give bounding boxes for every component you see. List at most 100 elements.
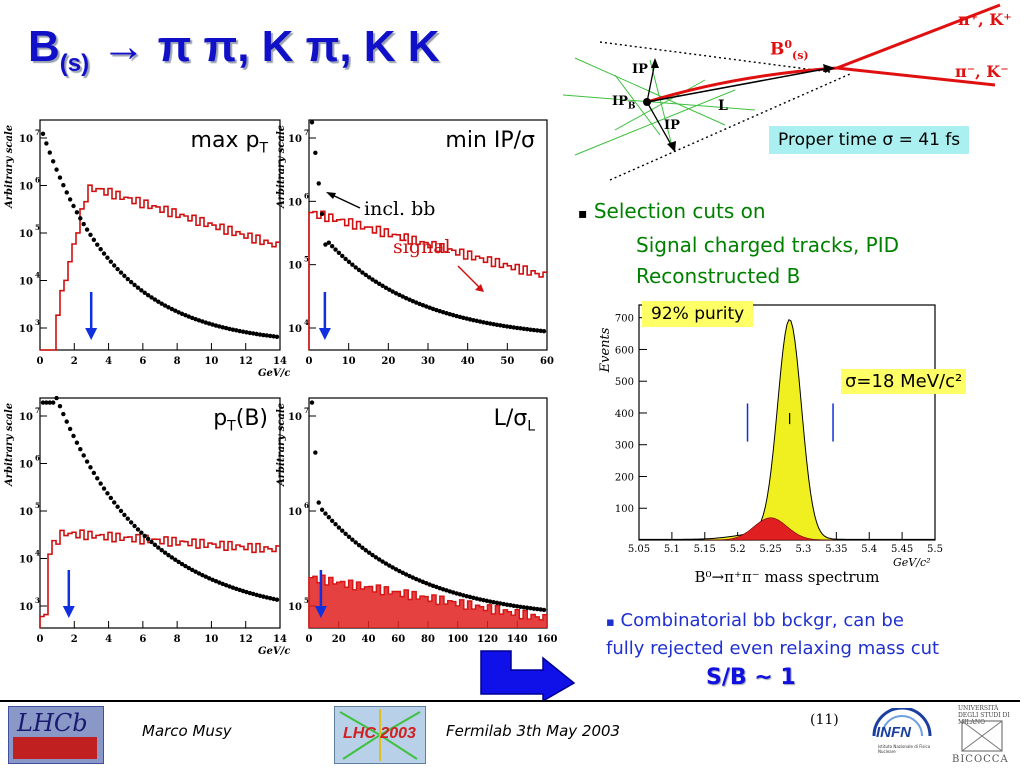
- bg-point: [244, 330, 249, 335]
- bg-point: [47, 400, 52, 405]
- bg-point: [518, 604, 523, 609]
- bg-point: [387, 563, 392, 568]
- bg-point: [88, 465, 93, 470]
- bg-point: [461, 315, 466, 320]
- bg-point: [451, 590, 456, 595]
- signal-fill: [309, 575, 547, 628]
- cut-arrowhead: [314, 606, 327, 618]
- y-tick-exp: 5: [304, 255, 309, 264]
- bg-point: [54, 167, 59, 172]
- y-tick-exp: 5: [35, 501, 40, 510]
- bg-point: [234, 586, 239, 592]
- bg-point: [380, 559, 385, 564]
- bg-point: [230, 327, 236, 332]
- x-tick-label: 0: [306, 634, 313, 645]
- signal-histogram: [40, 184, 280, 351]
- mass-x-label: B⁰→π⁺π⁻ mass spectrum: [695, 568, 880, 585]
- bg-point: [360, 270, 365, 275]
- bg-point: [81, 221, 86, 227]
- bg-point: [217, 324, 222, 329]
- mass-background: [704, 517, 837, 541]
- bg-point: [74, 440, 80, 445]
- bg-point: [481, 320, 486, 325]
- mass-y-tick-label: 500: [615, 377, 634, 388]
- bg-point: [427, 582, 432, 587]
- bg-point: [101, 486, 107, 491]
- bg-point: [227, 326, 232, 332]
- bg-point: [514, 325, 520, 331]
- bg-point: [535, 606, 540, 612]
- bg-point: [152, 297, 158, 302]
- y-axis-title: Arbitrary scale: [276, 402, 287, 486]
- bg-point: [377, 557, 382, 562]
- bg-point: [159, 301, 164, 306]
- bg-point: [400, 294, 405, 299]
- bg-point: [440, 309, 446, 315]
- bg-point: [514, 604, 520, 609]
- mass-x-tick-label: 5.35: [825, 544, 847, 555]
- bg-point: [340, 528, 345, 533]
- incl-bb-annotation: incl. bb: [364, 198, 436, 220]
- y-axis-title: Arbitrary scale: [4, 402, 15, 486]
- mass-y-tick-label: 600: [615, 345, 634, 356]
- bg-point: [257, 332, 263, 337]
- x-axis-label: GeV/c: [258, 646, 290, 657]
- bg-point: [457, 314, 463, 320]
- bg-point: [319, 507, 325, 512]
- bg-point: [162, 550, 168, 555]
- bg-point: [370, 552, 375, 558]
- bg-point: [531, 327, 537, 333]
- y-tick-exp: 3: [35, 318, 40, 327]
- bg-point: [464, 316, 469, 321]
- bg-point: [420, 303, 426, 308]
- y-tick-exp: 6: [35, 454, 40, 463]
- bg-point: [254, 592, 259, 598]
- y-tick-label: 10: [288, 507, 302, 518]
- bg-point: [132, 282, 137, 288]
- bg-point: [316, 181, 321, 186]
- bg-point: [501, 323, 506, 329]
- bg-point: [531, 606, 537, 611]
- x-tick-label: 140: [507, 634, 528, 645]
- signal-histogram: [308, 210, 547, 350]
- plot-min-ip: 0 10 20 30 40 50 60 10 7 10 6 10 5 10 4 min IP/σ Arbitra…: [272, 100, 557, 380]
- mass-x-tick-label: 5.15: [694, 544, 716, 555]
- cut-arrowhead: [62, 606, 75, 618]
- bg-point: [437, 308, 442, 314]
- bg-point: [508, 324, 513, 330]
- plot-l-sigma: 0 20 40 60 80 100 120 140 160 10 7 10 6 10 5 L/σL Arbitr…: [272, 378, 557, 658]
- bg-point: [230, 585, 236, 590]
- bg-point: [251, 591, 256, 597]
- bg-point: [145, 292, 151, 298]
- bg-point: [538, 328, 543, 333]
- x-tick-label: 4: [105, 634, 112, 645]
- bg-point: [135, 285, 141, 290]
- bg-point: [511, 603, 516, 608]
- infn-logo: INFN Istituto Nazionale di Fisica Nuclea…: [866, 708, 938, 762]
- x-tick-label: 8: [174, 634, 181, 645]
- footer-divider: [0, 700, 1020, 702]
- title-sub: (s): [59, 49, 90, 77]
- plot-frame: [39, 397, 281, 629]
- bg-point: [329, 243, 335, 249]
- ip-b-label: IPB: [612, 94, 636, 112]
- bg-point: [313, 450, 318, 455]
- bg-point: [57, 403, 63, 409]
- bg-point: [179, 561, 185, 567]
- bg-point: [271, 334, 276, 339]
- decay-diagram: [562, 3, 1001, 181]
- bg-point: [91, 237, 97, 243]
- bg-point: [454, 313, 459, 319]
- lhcb-logo: LHCb: [8, 706, 104, 764]
- bg-point: [271, 596, 276, 602]
- bg-point: [213, 579, 219, 584]
- bg-point: [217, 580, 222, 585]
- bg-point: [128, 520, 134, 525]
- bg-point: [420, 579, 426, 585]
- bg-point: [336, 525, 342, 530]
- bg-point: [373, 555, 379, 560]
- bg-point: [223, 583, 229, 588]
- purity-box: 92% purity: [642, 301, 754, 327]
- bg-point: [440, 587, 446, 592]
- x-tick-label: 60: [540, 356, 554, 367]
